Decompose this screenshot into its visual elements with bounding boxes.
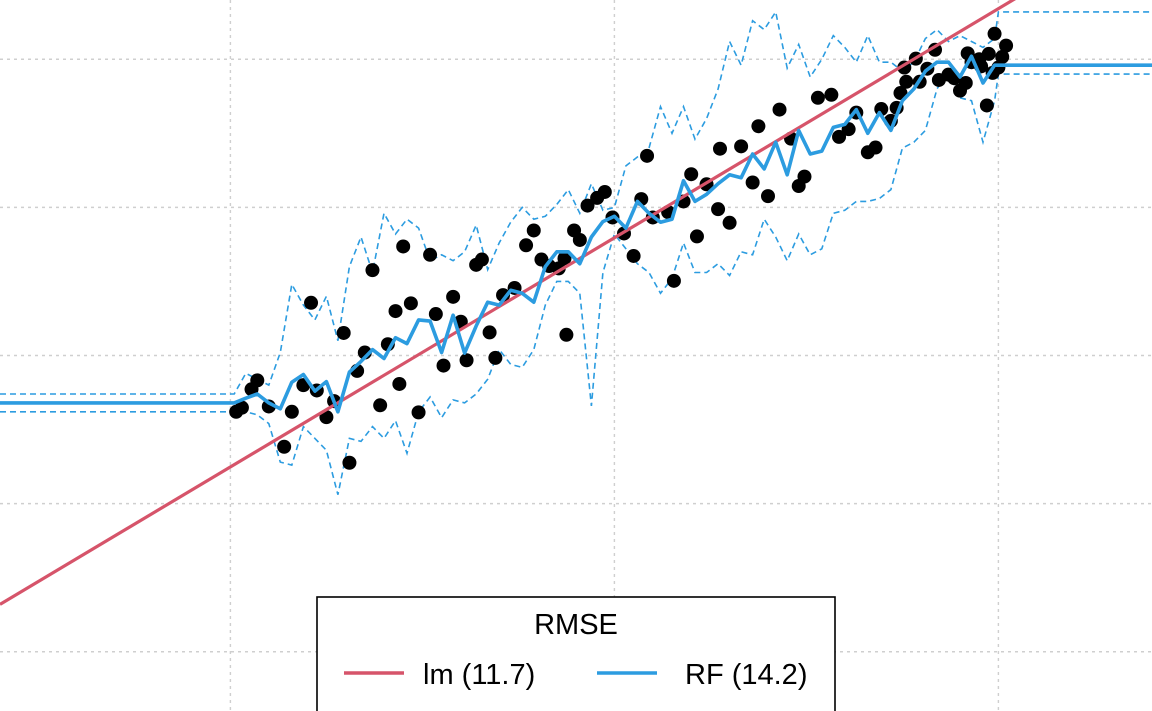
data-point-42: [559, 327, 574, 342]
legend-label-lm: lm (11.7): [423, 659, 535, 691]
data-point-16: [365, 263, 380, 278]
data-point-5: [277, 439, 292, 454]
data-point-31: [474, 252, 489, 267]
data-point-100: [999, 38, 1014, 53]
observed-points: [229, 26, 1014, 470]
data-point-13: [342, 455, 357, 470]
data-point-72: [824, 87, 839, 102]
data-point-62: [722, 215, 737, 230]
data-point-8: [304, 295, 319, 310]
data-point-24: [423, 247, 438, 262]
rf-lower-band: [0, 69, 1152, 495]
lm-fit-line: [0, 0, 1017, 606]
data-point-12: [336, 325, 351, 340]
data-point-29: [459, 353, 474, 368]
data-point-82: [899, 74, 914, 89]
data-point-55: [666, 273, 681, 288]
data-point-33: [488, 350, 503, 365]
data-point-77: [868, 140, 883, 155]
data-point-63: [734, 139, 749, 154]
data-point-50: [626, 248, 641, 263]
data-point-19: [388, 304, 403, 319]
legend-box: [316, 596, 836, 711]
rf-fit-line: [0, 54, 1152, 414]
data-point-94: [981, 46, 996, 61]
data-point-41: [557, 251, 572, 266]
data-point-27: [446, 289, 461, 304]
data-point-17: [373, 398, 388, 413]
data-point-32: [482, 325, 497, 340]
data-point-52: [640, 148, 655, 163]
data-point-47: [597, 184, 612, 199]
fitted-lines: [0, 0, 1152, 606]
data-point-71: [810, 90, 825, 105]
data-point-58: [689, 229, 704, 244]
legend: RMSE lm (11.7) RF (14.2): [316, 596, 836, 711]
rf-interval-bands: [0, 9, 1152, 495]
data-point-22: [403, 296, 418, 311]
data-point-73: [832, 129, 847, 144]
data-point-61: [713, 141, 727, 156]
data-point-102: [928, 42, 943, 57]
data-point-90: [958, 75, 973, 90]
data-point-37: [526, 223, 541, 238]
rf-upper-band: [0, 9, 1152, 395]
data-point-64: [745, 175, 760, 190]
data-point-65: [751, 119, 766, 134]
data-point-26: [436, 358, 451, 373]
data-point-20: [396, 239, 411, 254]
data-point-57: [684, 167, 699, 182]
data-point-23: [411, 405, 426, 420]
data-point-99: [979, 98, 994, 113]
data-point-60: [711, 202, 726, 217]
legend-title: RMSE: [534, 609, 618, 641]
legend-label-rf: RF (14.2): [685, 659, 807, 691]
data-point-45: [580, 198, 595, 213]
data-point-36: [519, 238, 534, 253]
data-point-67: [772, 102, 787, 117]
data-point-70: [797, 169, 812, 184]
data-point-66: [761, 189, 775, 204]
data-point-97: [987, 26, 1002, 41]
data-point-6: [284, 404, 299, 419]
data-point-3: [250, 373, 265, 388]
data-point-10: [319, 410, 334, 425]
data-point-21: [392, 376, 407, 391]
data-point-25: [428, 307, 443, 322]
data-point-1: [234, 400, 249, 415]
data-point-98: [995, 49, 1010, 64]
data-point-44: [572, 232, 587, 247]
